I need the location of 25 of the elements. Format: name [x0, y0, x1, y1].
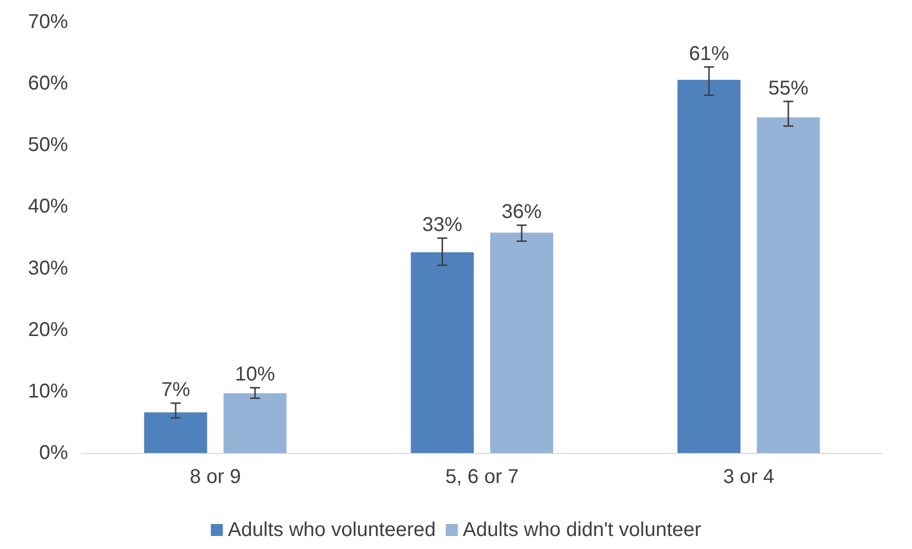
data-label: 61%	[688, 42, 730, 65]
bar	[224, 393, 287, 453]
legend-label: Adults who volunteered	[228, 519, 436, 541]
data-label: 33%	[422, 214, 463, 236]
data-label: 36%	[502, 201, 542, 224]
y-tick-label: 20%	[28, 318, 68, 341]
y-tick-label: 70%	[28, 11, 68, 33]
data-label: 10%	[235, 364, 276, 386]
bar	[677, 80, 740, 453]
y-tick-label: 30%	[28, 257, 68, 280]
y-tick-label: 0%	[39, 442, 68, 464]
bar	[756, 117, 820, 453]
x-tick-label: 5, 6 or 7	[445, 466, 519, 488]
bar	[410, 252, 474, 453]
legend-label: Adults who didn't volunteer	[462, 519, 702, 541]
x-tick-label: 3 or 4	[723, 466, 774, 488]
data-label: 7%	[161, 379, 190, 402]
x-tick-label: 8 or 9	[190, 466, 241, 488]
data-label: 55%	[768, 77, 809, 100]
bar	[490, 232, 554, 453]
y-tick-label: 60%	[28, 72, 68, 95]
y-tick-label: 50%	[28, 134, 68, 156]
y-tick-label: 10%	[28, 380, 68, 402]
y-tick-label: 40%	[28, 196, 68, 218]
bar	[144, 412, 208, 453]
